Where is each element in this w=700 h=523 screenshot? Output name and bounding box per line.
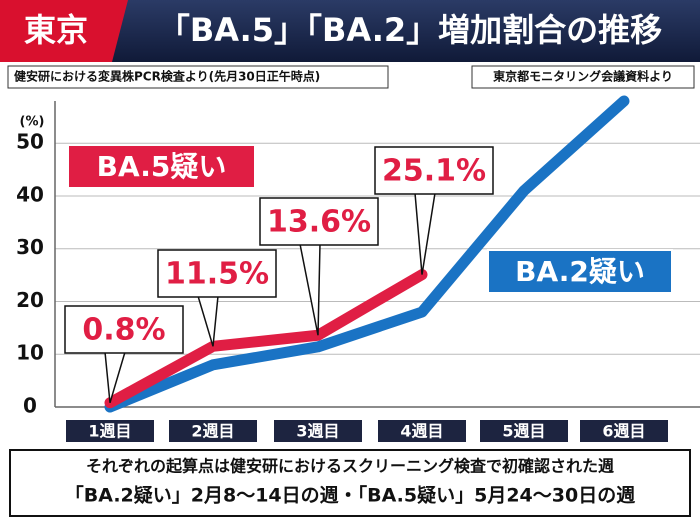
data-label: 11.5% [165, 257, 269, 292]
source-box [471, 65, 695, 89]
x-tick-label: 5週目 [502, 422, 545, 441]
data-label: 25.1% [382, 154, 486, 189]
category-box [378, 420, 466, 442]
y-tick-label: 30 [16, 235, 44, 259]
note: 「BA.2疑い」2月8〜14日の週・「BA.5疑い」5月24〜30日の週 [65, 484, 635, 507]
legend-box [67, 144, 256, 189]
legend-label: BA.2疑い [515, 255, 645, 288]
x-tick-label: 6週目 [602, 422, 645, 441]
x-tick-label: 1週目 [88, 422, 131, 441]
callout-pointer [299, 243, 321, 336]
note-box [9, 449, 691, 517]
y-tick-label: 0 [23, 394, 37, 418]
category-box [66, 420, 154, 442]
category-box [274, 420, 362, 442]
tag: 東京 [24, 11, 88, 49]
legend-label: BA.5疑い [97, 150, 227, 183]
category-box [480, 420, 568, 442]
chart-title: 「BA.5」「BA.2」増加割合の推移 [158, 11, 662, 49]
callout-pointer [196, 295, 219, 347]
subtitle-box [7, 65, 389, 89]
y-tick-label: 50 [16, 130, 44, 154]
tag-box [0, 0, 128, 62]
y-unit: (%) [20, 115, 45, 130]
data-label: 13.6% [267, 205, 371, 240]
note: それぞれの起算点は健安研におけるスクリーニング検査で初確認された週 [86, 457, 614, 476]
legend-box [487, 249, 673, 294]
y-tick-label: 10 [16, 341, 44, 365]
subtitle: 健安研における変異株PCR検査より(先月30日正午時点) [14, 69, 320, 84]
data-label: 0.8% [82, 313, 165, 348]
callout-box [157, 249, 277, 298]
callout-box [259, 197, 379, 246]
source: 東京都モニタリング会議資料より [493, 69, 673, 84]
x-tick-label: 4週目 [400, 422, 443, 441]
series-line [104, 269, 428, 409]
series-line [104, 95, 630, 413]
category-box [580, 420, 668, 442]
category-box [169, 420, 257, 442]
callout-box [374, 146, 494, 195]
y-tick-label: 40 [16, 182, 44, 206]
y-tick-label: 20 [16, 288, 44, 312]
callout-pointer [414, 192, 436, 275]
x-tick-label: 3週目 [296, 422, 339, 441]
x-tick-label: 2週目 [191, 422, 234, 441]
callout-box [64, 305, 184, 354]
